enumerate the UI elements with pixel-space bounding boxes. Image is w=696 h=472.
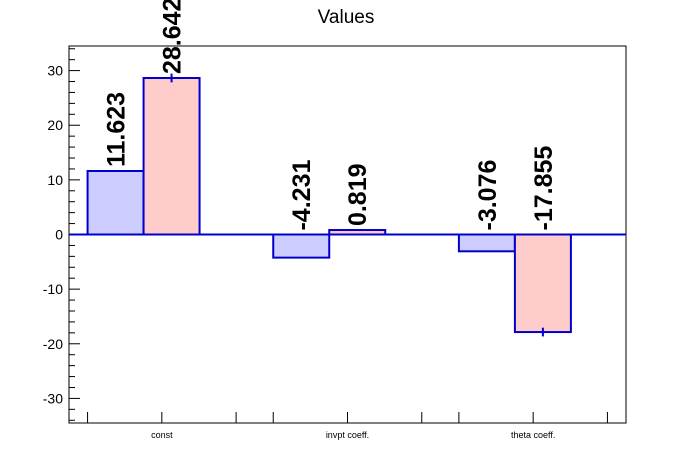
value-label: 0.819 [344,163,372,226]
y-tick-label: -20 [43,336,63,352]
chart-title: Values [318,7,375,28]
bar [142,77,201,236]
x-category-label: invpt coeff. [326,430,369,440]
bar [86,169,145,236]
value-label: -4.231 [288,160,316,231]
y-tick-label: -10 [43,281,63,297]
value-label: 28.642 [159,0,187,74]
value-label: -17.855 [530,146,558,231]
value-label: -3.076 [474,160,502,231]
x-category-label: const [151,430,173,440]
bar [513,233,572,334]
y-tick-label: 10 [47,172,63,188]
bar [457,233,516,253]
y-tick-label: -30 [43,390,63,406]
bar [272,233,331,259]
y-tick-label: 30 [47,63,63,79]
y-tick-label: 0 [55,227,63,243]
y-tick-label: 20 [47,117,63,133]
value-label: 11.623 [103,92,131,167]
plot-area: -30 -20 -10 0 10 20 30 const invpt coeff. theta c… [43,0,627,440]
x-category-label: theta coeff. [511,430,555,440]
